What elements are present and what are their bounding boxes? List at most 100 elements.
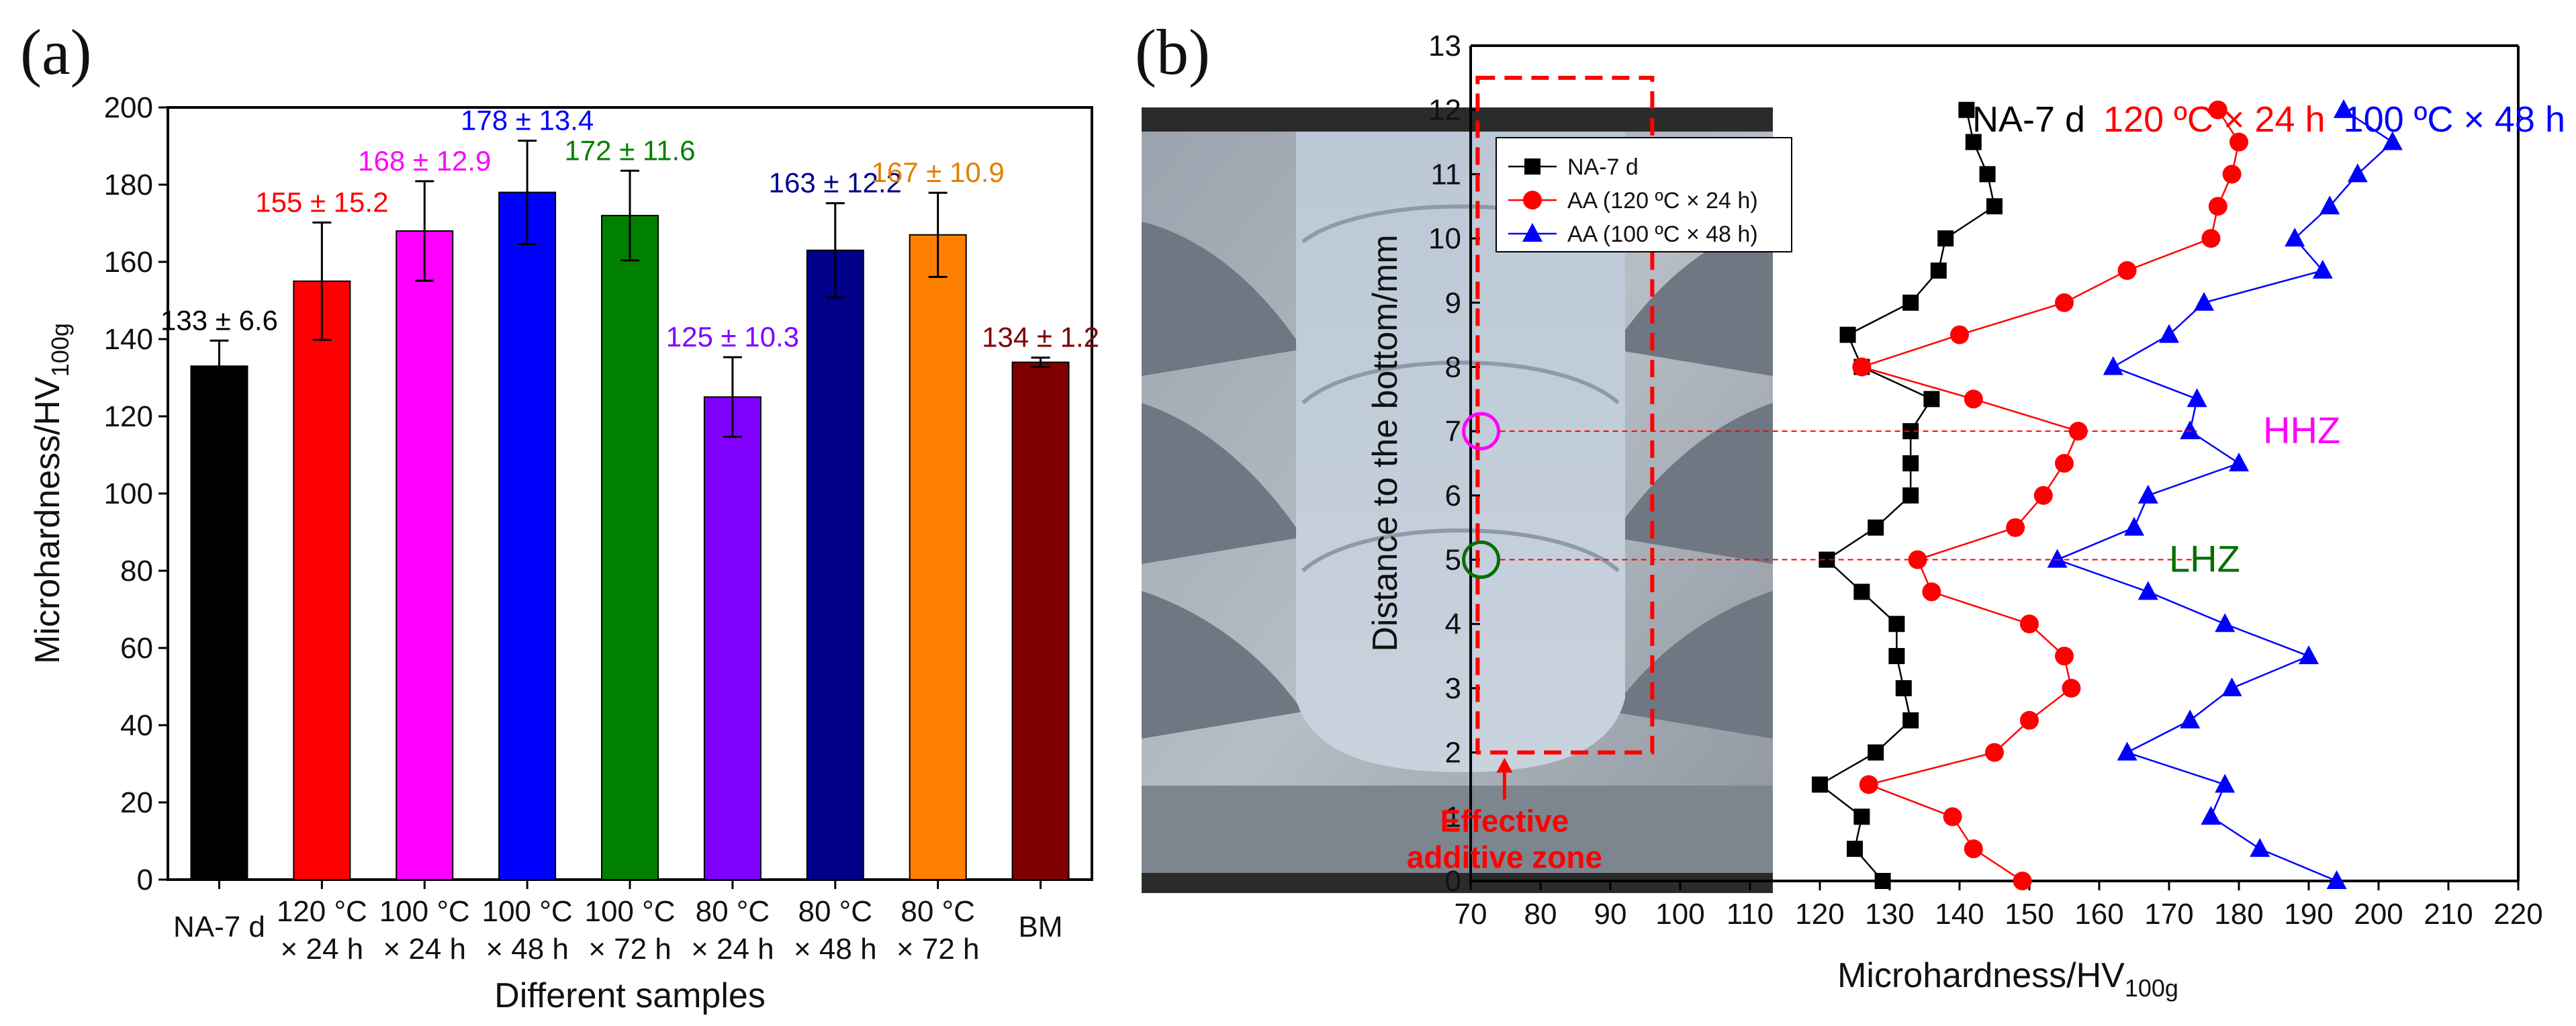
bar-category-label: BM xyxy=(1019,911,1063,943)
bar-chart-y-tick-label: 100 xyxy=(104,477,153,510)
series-point-1 xyxy=(2222,165,2242,184)
series-point-2 xyxy=(2215,774,2236,793)
bar-category-label-line2: × 48 h xyxy=(486,933,569,966)
bar-category-label-line2: × 72 h xyxy=(896,933,980,966)
bar-value-label: 163 ± 12.2 xyxy=(769,167,902,199)
line-chart-y-tick-label: 13 xyxy=(1428,30,1461,62)
lhz-marker-circle xyxy=(1462,541,1501,579)
legend-marker xyxy=(1523,191,1542,209)
bar-category-label-line2: × 24 h xyxy=(383,933,466,966)
legend-entry-label: AA (120 ºC × 24 h) xyxy=(1567,188,1758,214)
line-chart-x-tick-label: 110 xyxy=(1727,898,1774,931)
series-point-1 xyxy=(1859,775,1878,794)
bar xyxy=(1011,361,1070,880)
panel-a-label: (a) xyxy=(20,16,92,88)
series-point-2 xyxy=(2194,291,2214,311)
series-point-0 xyxy=(1937,230,1954,247)
line-chart-y-axis-label: Distance to the bottom/mm xyxy=(1366,234,1405,651)
series-point-2 xyxy=(2117,741,2137,761)
legend-marker xyxy=(1524,158,1540,175)
line-chart-y-tick-label: 1 xyxy=(1445,800,1461,833)
bar-category-label: 100 °C xyxy=(584,895,675,928)
series-point-1 xyxy=(2055,293,2074,312)
bar xyxy=(293,280,351,880)
series-point-1 xyxy=(2201,229,2221,248)
series-point-2 xyxy=(2334,99,2354,118)
series-point-0 xyxy=(1902,455,1919,471)
line-chart-y-tick-label: 4 xyxy=(1445,608,1461,641)
series-point-1 xyxy=(1985,743,2004,762)
header-100c-48h: 100 ºC × 48 h xyxy=(2344,99,2565,140)
series-point-0 xyxy=(1986,198,2003,215)
series-point-2 xyxy=(2159,324,2179,343)
hhz-marker-circle xyxy=(1462,412,1501,451)
legend: NA-7 d AA (120 ºC × 24 h) AA (100 ºC × 48 … xyxy=(1496,137,1792,252)
series-point-0 xyxy=(1874,873,1891,889)
series-point-2 xyxy=(2047,549,2068,568)
series-point-2 xyxy=(2229,453,2249,471)
bar-value-label: 168 ± 12.9 xyxy=(358,145,491,177)
bar-value-label: 125 ± 10.3 xyxy=(666,321,799,353)
series-point-1 xyxy=(2055,647,2074,666)
bar-value-label: 155 ± 15.2 xyxy=(255,186,388,218)
line-chart-y-tick-label: 0 xyxy=(1445,865,1461,898)
series-point-2 xyxy=(2137,484,2158,504)
effective-zone-box xyxy=(1475,75,1655,755)
line-chart-x-tick-label: 80 xyxy=(1524,898,1557,931)
series-point-1 xyxy=(2208,100,2227,120)
line-chart-x-tick-label: 100 xyxy=(1655,898,1704,931)
series-point-1 xyxy=(2013,872,2032,890)
series-point-0 xyxy=(1923,391,1940,408)
series-point-1 xyxy=(1922,582,1941,602)
bar-category-label: 100 °C xyxy=(379,895,470,928)
bar-chart-y-axis-label: Microhardness/HV100g xyxy=(28,323,74,664)
series-point-1 xyxy=(2229,132,2248,152)
series-point-2 xyxy=(2124,516,2144,536)
lhz-label: LHZ xyxy=(2169,538,2240,580)
series-point-2 xyxy=(2285,228,2305,247)
header-na7d: NA-7 d xyxy=(1972,99,2085,140)
line-chart-x-tick-label: 150 xyxy=(2005,898,2054,931)
effective-zone-label-line1: Effective xyxy=(1440,804,1569,839)
series-point-2 xyxy=(2103,356,2123,375)
line-chart-x-tick-label: 130 xyxy=(1865,898,1914,931)
bar xyxy=(396,230,454,880)
bar-chart-y-tick-label: 200 xyxy=(104,91,153,124)
series-point-1 xyxy=(2020,614,2039,634)
bar-chart-y-tick-label: 140 xyxy=(104,323,153,356)
line-chart-x-tick-label: 140 xyxy=(1935,898,1984,931)
bar-value-label: 178 ± 13.4 xyxy=(461,104,594,136)
series-point-0 xyxy=(1853,808,1870,825)
line-chart-x-tick-label: 220 xyxy=(2493,898,2542,931)
line-chart-x-tick-label: 200 xyxy=(2354,898,2403,931)
series-point-1 xyxy=(2020,710,2039,730)
series-point-0 xyxy=(1902,294,1919,311)
bar-category-label: NA-7 d xyxy=(173,911,265,943)
line-chart-x-tick-label: 70 xyxy=(1455,898,1487,931)
series-header: NA-7 d 120 ºC × 24 h 100 ºC × 48 h xyxy=(1972,99,2565,140)
hhz-label: HHZ xyxy=(2263,409,2340,451)
bar-category-label: 80 °C xyxy=(798,895,873,928)
series-point-1 xyxy=(1950,325,1969,344)
legend-entry-label: NA-7 d xyxy=(1567,154,1639,180)
series-point-2 xyxy=(2187,388,2207,408)
line-chart-y-tick-label: 12 xyxy=(1428,94,1461,127)
series-point-1 xyxy=(1964,839,1983,859)
line-chart-y-tick-label: 5 xyxy=(1445,544,1461,577)
bar-value-label: 167 ± 10.9 xyxy=(872,156,1005,188)
line-chart-y-tick-label: 10 xyxy=(1428,222,1461,255)
series-point-2 xyxy=(2347,163,2368,183)
series-point-2 xyxy=(2180,420,2201,440)
panel-b-label: (b) xyxy=(1135,16,1210,88)
line-chart-y-tick-label: 3 xyxy=(1445,672,1461,705)
bar xyxy=(909,234,967,880)
bar-chart-x-axis-label: Different samples xyxy=(494,976,766,1015)
series-point-0 xyxy=(1930,262,1947,279)
bar xyxy=(806,249,864,880)
bar-category-label: 100 °C xyxy=(482,895,573,928)
bar-category-label-line2: × 72 h xyxy=(588,933,672,966)
line-chart-x-tick-label: 90 xyxy=(1594,898,1627,931)
series-point-0 xyxy=(1902,712,1919,729)
